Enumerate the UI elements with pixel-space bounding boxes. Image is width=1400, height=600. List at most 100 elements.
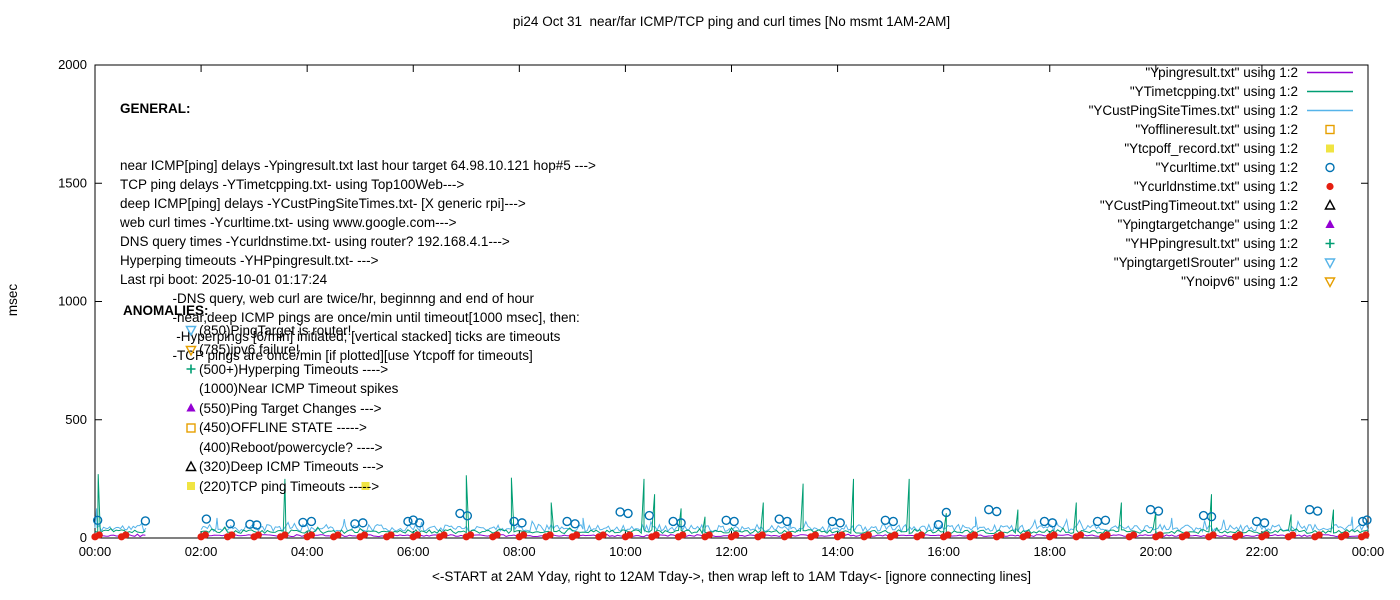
legend-item: "YpingtargetISrouter" using 1:2: [1089, 253, 1356, 272]
general-line: TCP ping delays -YTimetcpping.txt- using…: [120, 177, 465, 192]
anomalies-heading: ANOMALIES:: [123, 303, 209, 318]
square-open-legend-icon: [1325, 124, 1335, 135]
x-tick-label: 18:00: [1033, 544, 1066, 559]
legend-item-label: "Ypingtargetchange" using 1:2: [1117, 217, 1298, 232]
legend-item: "Ytcpoff_record.txt" using 1:2: [1089, 139, 1356, 158]
anomaly-line: (550)Ping Target Changes --->: [183, 399, 398, 419]
legend-item-label: "YCustPingSiteTimes.txt" using 1:2: [1088, 103, 1298, 118]
triangle-down-open-legend-icon: [1324, 277, 1336, 288]
square-open-icon: [186, 423, 196, 433]
x-tick-label: 12:00: [715, 544, 748, 559]
line-legend-icon: [1307, 109, 1353, 112]
square-filled-legend-icon: [1326, 144, 1334, 153]
anomaly-text: (220)TCP ping Timeouts ----->: [199, 478, 380, 494]
x-tick-label: 00:00: [1352, 544, 1385, 559]
anomalies-annotation: ANOMALIES: (850)PingTarget is router! (78…: [123, 301, 398, 496]
anomaly-line: (1000)Near ICMP Timeout spikes: [183, 379, 398, 399]
x-axis-label: <-START at 2AM Yday, right to 12AM Tday-…: [432, 569, 1031, 584]
general-line: -DNS query, web curl are twice/hr, begin…: [120, 291, 534, 306]
x-tick-label: 08:00: [503, 544, 536, 559]
series-ytcpoff-record-txt: [361, 481, 370, 490]
legend-item-label: "YTimetcpping.txt" using 1:2: [1129, 84, 1298, 99]
circle-open-legend-icon: [1325, 162, 1335, 173]
anomaly-lines: (850)PingTarget is router! (785)ipv6 fail…: [123, 321, 398, 497]
legend-item-label: "Ycurldnstime.txt" using 1:2: [1133, 179, 1298, 194]
x-tick-label: 16:00: [927, 544, 960, 559]
legend-item-label: "YpingtargetISrouter" using 1:2: [1113, 255, 1298, 270]
anomaly-line: (500+)Hyperping Timeouts ---->: [183, 360, 398, 380]
series-ycustpingsitetimes-txt: [94, 508, 1369, 534]
legend-item: "YTimetcpping.txt" using 1:2: [1089, 82, 1356, 101]
legend-item: "Ypingtargetchange" using 1:2: [1089, 215, 1356, 234]
general-line: -TCP pings are once/min [if plotted][use…: [120, 348, 533, 363]
anomaly-text: (500+)Hyperping Timeouts ---->: [199, 361, 389, 377]
x-tick-label: 04:00: [291, 544, 324, 559]
x-tick-label: 00:00: [79, 544, 112, 559]
anomaly-text: (400)Reboot/powercycle? ---->: [199, 439, 383, 455]
series-ycurltime-txt: [92, 504, 1372, 530]
x-tick-label: 22:00: [1246, 544, 1279, 559]
general-annotation: GENERAL: near ICMP[ping] delays -Ypingre…: [120, 61, 596, 403]
anomaly-line: (220)TCP ping Timeouts ----->: [183, 477, 398, 497]
legend-item: "Ycurltime.txt" using 1:2: [1089, 158, 1356, 177]
general-line: -Hyperpings [6/min] initiated; [vertical…: [120, 329, 561, 344]
legend: "Ypingresult.txt" using 1:2 "YTimetcpping…: [1089, 63, 1356, 291]
legend-item-label: "Ytcpoff_record.txt" using 1:2: [1124, 141, 1298, 156]
triangle-down-open-icon: [185, 326, 197, 337]
triangle-up-filled-icon: [186, 403, 196, 412]
line-legend-icon: [1307, 71, 1353, 74]
legend-item: "Ycurldnstime.txt" using 1:2: [1089, 177, 1356, 196]
y-tick-label: 1500: [58, 175, 87, 190]
legend-item: "Ypingresult.txt" using 1:2: [1089, 63, 1356, 82]
legend-item-label: "YCustPingTimeout.txt" using 1:2: [1099, 198, 1298, 213]
y-tick-label: 1000: [58, 294, 87, 309]
legend-item-label: "Ypingresult.txt" using 1:2: [1145, 65, 1298, 80]
general-line: Hyperping timeouts -YHPpingresult.txt- -…: [120, 253, 379, 268]
triangle-up-open-legend-icon: [1324, 199, 1336, 210]
anomaly-line: (785)ipv6 failure!: [183, 340, 398, 360]
legend-item: "Ynoipv6" using 1:2: [1089, 272, 1356, 291]
triangle-down-open-legend-icon: [1324, 258, 1336, 269]
general-line: deep ICMP[ping] delays -YCustPingSiteTim…: [120, 196, 526, 211]
anomaly-line: (320)Deep ICMP Timeouts --->: [183, 457, 398, 477]
circle-filled-legend-icon: [1326, 182, 1334, 191]
general-line: -near,deep ICMP pings are once/min until…: [120, 310, 580, 325]
plus-legend-icon: [1325, 239, 1335, 248]
anomaly-text: (320)Deep ICMP Timeouts --->: [199, 459, 384, 474]
chart-title: pi24 Oct 31 near/far ICMP/TCP ping and c…: [512, 14, 951, 29]
series-ycurldnstime-txt: [91, 531, 1370, 541]
legend-item-label: "Ynoipv6" using 1:2: [1181, 274, 1298, 289]
triangle-down-open-icon: [185, 345, 197, 357]
no-icon: [183, 439, 199, 455]
anomaly-text: (550)Ping Target Changes --->: [199, 400, 382, 416]
y-tick-label: 0: [80, 530, 87, 545]
anomaly-line: (450)OFFLINE STATE ----->: [183, 418, 398, 438]
x-tick-label: 14:00: [821, 544, 854, 559]
triangle-up-open-icon: [185, 460, 197, 471]
legend-item: "Yofflineresult.txt" using 1:2: [1089, 120, 1356, 139]
triangle-up-filled-legend-icon: [1325, 219, 1335, 228]
legend-item: "YCustPingSiteTimes.txt" using 1:2: [1089, 101, 1356, 120]
general-heading: GENERAL:: [120, 101, 191, 116]
legend-item-label: "YHPpingresult.txt" using 1:2: [1125, 236, 1298, 251]
general-line: near ICMP[ping] delays -Ypingresult.txt …: [120, 158, 596, 173]
general-lines: near ICMP[ping] delays -Ypingresult.txt …: [120, 156, 596, 365]
square-filled-icon: [187, 482, 195, 491]
legend-item-label: "Yofflineresult.txt" using 1:2: [1135, 122, 1298, 137]
x-tick-label: 20:00: [1140, 544, 1173, 559]
y-axis-label: msec: [5, 283, 20, 317]
legend-item-label: "Ycurltime.txt" using 1:2: [1155, 160, 1298, 175]
anomaly-text: (785)ipv6 failure!: [199, 342, 300, 357]
anomaly-text: (1000)Near ICMP Timeout spikes: [199, 381, 399, 396]
general-line: web curl times -Ycurltime.txt- using www…: [120, 215, 457, 230]
anomaly-line: (400)Reboot/powercycle? ---->: [183, 438, 398, 458]
general-line: DNS query times -Ycurldnstime.txt- using…: [120, 234, 510, 249]
y-tick-label: 500: [65, 412, 87, 427]
anomaly-line: (850)PingTarget is router!: [183, 321, 398, 341]
x-tick-label: 06:00: [397, 544, 430, 559]
legend-item: "YCustPingTimeout.txt" using 1:2: [1089, 196, 1356, 215]
plus-icon: [186, 364, 196, 374]
legend-item: "YHPpingresult.txt" using 1:2: [1089, 234, 1356, 253]
